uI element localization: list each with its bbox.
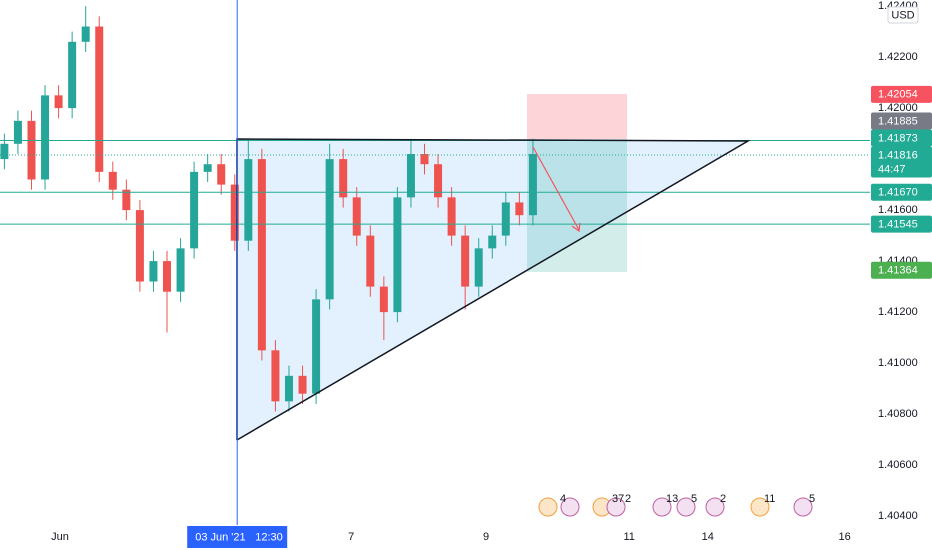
event-count: 37 [612, 493, 624, 505]
candle-body [54, 95, 63, 109]
y-tick-label: 1.42000 [878, 102, 918, 114]
x-tick-label: 9 [483, 531, 489, 543]
candle-body [217, 164, 226, 185]
candle-body [284, 375, 293, 402]
x-tick-label: 7 [348, 531, 354, 543]
candle-body [528, 154, 537, 216]
candle-body [81, 26, 90, 42]
events: 4 37 2 13 5 2 11 5 [538, 493, 815, 517]
candle-body [461, 235, 470, 287]
price-tag [871, 112, 932, 130]
time-axis [0, 525, 870, 550]
price-tag-label: 1.41885 [878, 115, 918, 127]
price-tags: 1.41364 1.41545 1.41670 1.41816 44:47 1.41873… [871, 85, 932, 279]
price-tag [871, 146, 932, 178]
price-tag-label: 1.42054 [878, 89, 918, 101]
event-count: 5 [809, 493, 815, 505]
candle-body [244, 159, 253, 241]
candle-body [149, 261, 158, 282]
arrow-head [571, 222, 581, 233]
price-tag-label: 1.41816 [878, 149, 918, 161]
candles [0, 6, 537, 412]
candle-body [13, 120, 22, 144]
candle-body [393, 197, 402, 313]
event[interactable]: 13 [652, 493, 678, 517]
event-count: 4 [560, 493, 566, 505]
candle-body [271, 350, 280, 402]
price-tag-label: 1.41873 [878, 132, 918, 144]
y-tick-label: 1.41000 [878, 357, 918, 369]
y-tick-label: 1.40800 [878, 408, 918, 420]
candle-body [501, 202, 510, 236]
event[interactable]: 5 [793, 493, 815, 517]
candle-body [230, 184, 239, 241]
event-count: 2 [625, 493, 631, 505]
candle-body [298, 375, 307, 394]
x-tick-label: 16 [839, 531, 851, 543]
candle-body [95, 26, 104, 172]
candle-body [515, 202, 524, 216]
event[interactable]: 11 [750, 493, 775, 517]
x-tick-label: 11 [623, 531, 634, 543]
crosshair-label: 03 Jun '21 12:30 [187, 526, 288, 548]
event-count: 2 [720, 493, 726, 505]
candle-body [163, 261, 172, 292]
price-tag [871, 183, 932, 201]
candle-body [406, 154, 415, 198]
candle-body [0, 143, 9, 160]
candle-body [339, 159, 348, 198]
crosshair-date: 03 Jun '21 [195, 531, 245, 543]
candle-body [312, 299, 321, 394]
candle-body [488, 235, 497, 249]
candle-body [325, 159, 334, 300]
currency: USD [891, 9, 914, 21]
candle-body [434, 164, 443, 198]
candle-body [108, 171, 117, 190]
event[interactable]: 5 [676, 493, 697, 517]
candle-body [352, 197, 361, 236]
y-tick-label: 1.41600 [878, 204, 918, 216]
y-tick-label: 1.40400 [878, 510, 918, 522]
candle-body [176, 248, 185, 292]
candle-body [203, 164, 212, 172]
candle-body [447, 197, 456, 236]
candle-body [41, 95, 50, 180]
candle-body [122, 189, 131, 211]
price-tag [871, 129, 932, 147]
candle-body [190, 171, 199, 249]
candle-body [257, 159, 266, 351]
price-tag-timer: 44:47 [878, 163, 906, 175]
crosshair-time: 12:30 [255, 531, 283, 543]
event[interactable]: 2 [705, 493, 726, 517]
event[interactable]: 37 2 [592, 493, 631, 517]
price-tag-label: 1.41545 [878, 219, 918, 231]
crosshair-label-box [187, 526, 288, 548]
y-tick-label: 1.41200 [878, 306, 918, 318]
target-zone [527, 139, 627, 272]
price-tag-label: 1.41364 [878, 265, 918, 277]
currency-box[interactable] [887, 6, 919, 24]
candle-body [135, 210, 144, 282]
candle-body [366, 235, 375, 287]
event-count: 11 [764, 493, 775, 505]
y-tick-label: 1.40600 [878, 459, 918, 471]
candle-body [68, 41, 77, 109]
y-tick-label: 1.42200 [878, 51, 918, 63]
price-tag [871, 85, 932, 103]
price-tag [871, 261, 932, 279]
event-count: 5 [691, 493, 697, 505]
candle-body [379, 286, 388, 313]
candle-body [474, 248, 483, 287]
event[interactable]: 4 [538, 493, 580, 517]
price-tag [871, 215, 932, 233]
x-tick-label: Jun [51, 531, 69, 543]
candle-body [27, 120, 36, 180]
x-tick-label: 14 [702, 531, 714, 543]
arrow [532, 146, 580, 231]
price-tag-label: 1.41670 [878, 187, 918, 199]
candle-body [420, 154, 429, 165]
stop-zone [527, 94, 627, 139]
event-count: 13 [666, 493, 678, 505]
